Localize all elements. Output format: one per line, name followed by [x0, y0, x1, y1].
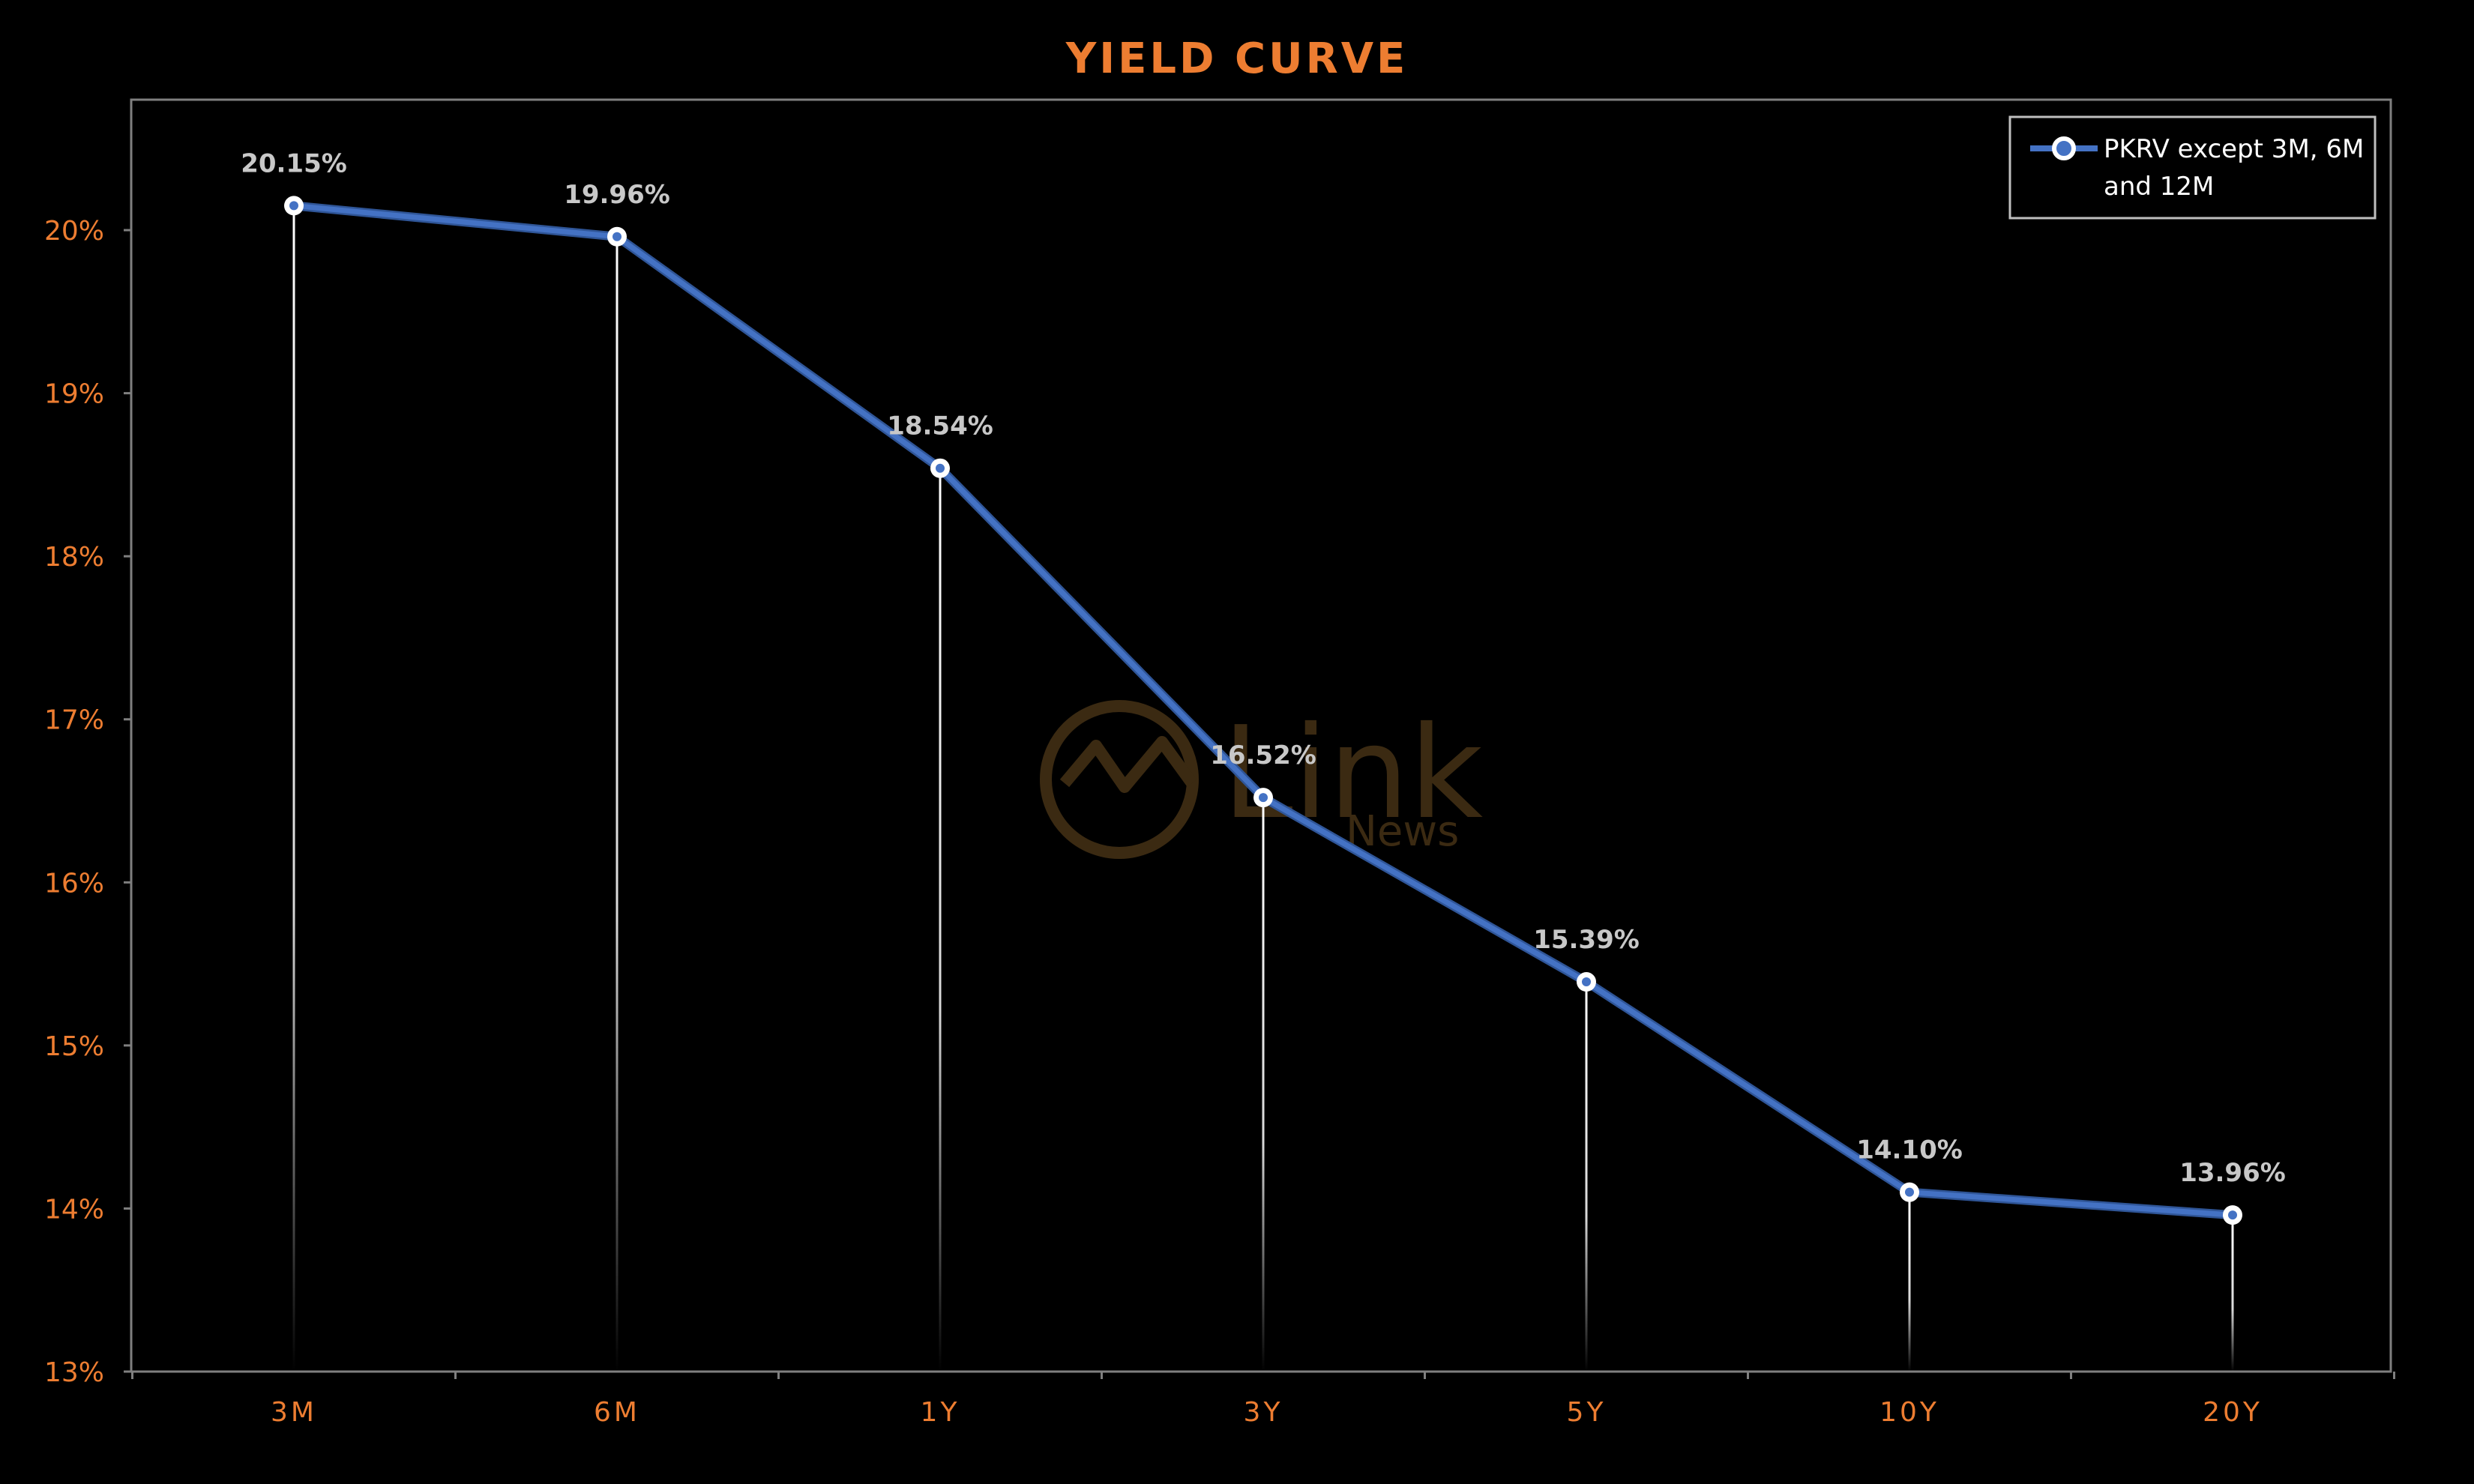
x-tick-label: 6M: [594, 1397, 640, 1428]
y-tick-label: 15%: [44, 1031, 104, 1062]
drop-lines: [292, 205, 2234, 1372]
legend-label-line-1: PKRV except 3M, 6M: [2104, 134, 2364, 164]
watermark-brand: Link: [1222, 699, 1483, 848]
y-axis: 13% 14% 15% 16% 17% 18% 19% 20%: [44, 216, 131, 1388]
chart-title: YIELD CURVE: [1065, 34, 1409, 83]
y-tick-label: 16%: [44, 868, 104, 899]
legend-box: [2008, 115, 2377, 220]
data-label: 19.96%: [564, 180, 670, 210]
legend-series-marker: [2052, 136, 2076, 160]
data-point-marker-center: [289, 201, 298, 211]
x-tick-label: 20Y: [2203, 1397, 2263, 1428]
data-label: 18.54%: [887, 411, 993, 441]
legend-label-line-2: and 12M: [2104, 172, 2214, 202]
watermark-sub: News: [1346, 807, 1459, 856]
y-tick-label: 13%: [44, 1357, 104, 1388]
y-tick-label: 18%: [44, 542, 104, 573]
x-axis: 3M 6M 1Y 3Y 5Y 10Y 20Y: [131, 1372, 2395, 1428]
legend: PKRV except 3M, 6M and 12M: [2008, 115, 2377, 220]
x-tick-label: 1Y: [921, 1397, 960, 1428]
x-tick-label: 5Y: [1567, 1397, 1607, 1428]
watermark: Link News: [1040, 699, 1483, 859]
data-point-marker-center: [1259, 793, 1268, 803]
drop-line: [1262, 797, 1265, 1372]
series-group: [284, 196, 2242, 1225]
y-tick-label: 14%: [44, 1194, 104, 1225]
data-label: 15.39%: [1533, 925, 1640, 955]
data-point-marker-center: [1582, 977, 1591, 987]
data-label: 14.10%: [1856, 1135, 1963, 1165]
data-labels: 20.15% 19.96% 18.54% 16.52% 15.39% 14.10% 13.9…: [241, 148, 2286, 1188]
data-point-marker-center: [613, 232, 621, 241]
data-label: 16.52%: [1210, 741, 1316, 770]
drop-line: [939, 468, 942, 1372]
data-label: 20.15%: [241, 148, 347, 178]
y-tick-label: 20%: [44, 216, 104, 247]
x-tick-label: 3M: [271, 1397, 317, 1428]
data-label: 13.96%: [2179, 1158, 2286, 1188]
drop-line: [1908, 1192, 1911, 1372]
data-point-marker-center: [936, 463, 945, 473]
data-point-marker-center: [1905, 1187, 1914, 1197]
drop-line: [1585, 982, 1588, 1372]
y-tick-label: 17%: [44, 705, 104, 736]
link-news-logo-zigzag: [1059, 736, 1197, 793]
data-point-marker-center: [2228, 1210, 2237, 1220]
drop-line: [2231, 1215, 2234, 1372]
drop-line: [292, 205, 295, 1372]
drop-line: [616, 236, 618, 1372]
y-tick-label: 19%: [44, 379, 104, 410]
plot-area-frame: [130, 98, 2392, 1373]
x-tick-label: 10Y: [1879, 1397, 1939, 1428]
x-tick-label: 3Y: [1244, 1397, 1283, 1428]
